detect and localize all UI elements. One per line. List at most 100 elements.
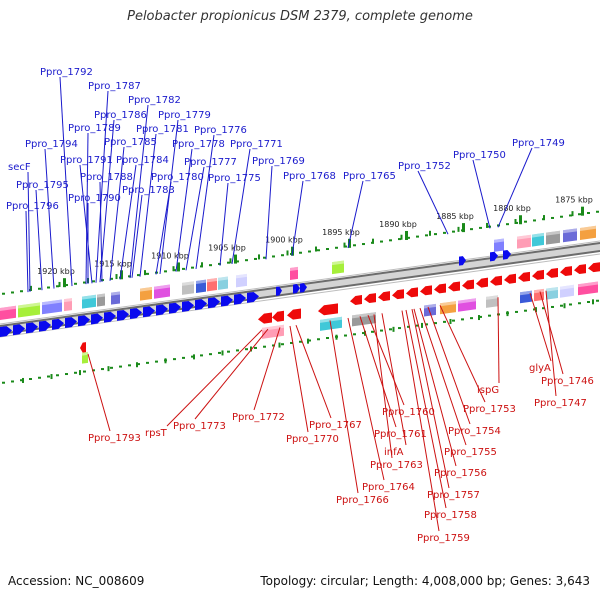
gene-color-block-reverse [458, 298, 476, 312]
gene-label-forward[interactable]: Ppro_1765 [343, 171, 396, 182]
scale-tick-label: 1915 kbp [94, 259, 132, 268]
gene-label-forward[interactable]: Ppro_1768 [283, 171, 336, 182]
gene-label-forward[interactable]: secF [8, 162, 31, 173]
gene-arrow-reverse [518, 271, 530, 282]
gene-color-block-forward [111, 291, 120, 305]
gene-label-reverse[interactable]: Ppro_1753 [463, 404, 516, 415]
scale-tick-label: 1880 kbp [493, 204, 531, 213]
gene-label-forward[interactable]: Ppro_1796 [6, 201, 59, 212]
gene-label-reverse[interactable]: Ppro_1755 [444, 447, 497, 458]
gene-label-reverse[interactable]: infA [384, 447, 404, 458]
gene-arrow-reverse [532, 269, 544, 280]
leader-line-reverse [359, 316, 397, 428]
gene-arrow-forward [459, 256, 466, 266]
leader-line-reverse [539, 291, 564, 375]
gene-label-forward[interactable]: Ppro_1775 [208, 173, 261, 184]
leader-line-reverse [401, 310, 440, 532]
gene-label-reverse[interactable]: Ppro_1763 [370, 460, 423, 471]
gene-label-reverse[interactable]: Ppro_1760 [382, 407, 435, 418]
scale-minor-tick [50, 374, 53, 380]
gene-label-forward[interactable]: Ppro_1778 [172, 139, 225, 150]
gene-label-forward[interactable]: Ppro_1779 [158, 110, 211, 121]
gene-label-forward[interactable]: Ppro_1787 [88, 81, 141, 92]
gene-label-forward[interactable]: Ppro_1789 [68, 123, 121, 134]
scale-minor-tick [421, 322, 423, 328]
gene-arrow-reverse [504, 273, 516, 284]
gene-label-forward[interactable]: Ppro_1790 [68, 193, 121, 204]
scale-minor-tick [278, 342, 281, 348]
gene-label-forward[interactable]: Ppro_1781 [136, 124, 189, 135]
gene-label-reverse[interactable]: Ppro_1773 [173, 421, 226, 432]
gene-label-forward[interactable]: Ppro_1769 [252, 156, 305, 167]
gene-arrow-reverse [80, 342, 86, 353]
gene-arrow-reverse [476, 277, 488, 288]
gene-label-forward[interactable]: Ppro_1749 [512, 138, 565, 149]
gene-label-forward[interactable]: Ppro_1794 [25, 139, 78, 150]
gene-color-block-reverse [486, 295, 498, 308]
gene-label-reverse[interactable]: Ppro_1759 [417, 533, 470, 544]
gene-arrow-forward [156, 304, 168, 316]
leader-line-forward [59, 76, 73, 287]
gene-label-reverse[interactable]: rpsT [145, 428, 168, 439]
scale-tick-label: 1890 kbp [379, 220, 417, 229]
leader-line-forward [27, 171, 31, 292]
scale-tick-label: 1920 kbp [37, 267, 75, 276]
gene-label-reverse[interactable]: Ppro_1747 [534, 398, 587, 409]
gene-label-forward[interactable]: Ppro_1791 [60, 155, 113, 166]
gene-label-reverse[interactable]: Ppro_1761 [374, 429, 427, 440]
gene-arrow-forward [234, 293, 246, 305]
gene-color-block-reverse [82, 351, 88, 364]
gene-label-forward[interactable]: Ppro_1785 [104, 137, 157, 148]
gene-label-forward[interactable]: Ppro_1752 [398, 161, 451, 172]
gene-label-forward[interactable]: Ppro_1795 [16, 180, 69, 191]
gene-arrow-reverse [420, 285, 432, 296]
gene-color-block-forward [218, 276, 228, 290]
scale-minor-tick [115, 274, 118, 280]
gene-label-reverse[interactable]: Ppro_1767 [309, 420, 362, 431]
gene-label-reverse[interactable]: glyA [529, 363, 551, 374]
leader-line-forward [129, 104, 149, 279]
gene-label-forward[interactable]: Ppro_1783 [122, 185, 175, 196]
gene-arrow-reverse [364, 293, 376, 304]
gene-label-forward[interactable]: Ppro_1776 [194, 125, 247, 136]
gene-arrow-forward [208, 297, 220, 309]
gene-color-block-forward [332, 260, 344, 275]
scale-minor-tick [144, 270, 146, 276]
scale-minor-tick [164, 358, 167, 364]
gene-arrow-forward [293, 284, 300, 294]
gene-arrow-reverse [378, 291, 390, 302]
gene-label-reverse[interactable]: Ppro_1772 [232, 412, 285, 423]
gene-arrow-forward [247, 292, 259, 303]
scale-minor-tick [22, 377, 24, 383]
gene-label-reverse[interactable]: Ppro_1757 [427, 490, 480, 501]
scale-minor-tick [286, 250, 289, 256]
gene-arrow-forward [39, 320, 51, 332]
scale-minor-tick [201, 262, 203, 268]
gene-color-block-reverse [440, 301, 456, 315]
gene-label-reverse[interactable]: Ppro_1770 [286, 434, 339, 445]
gene-label-forward[interactable]: Ppro_1792 [40, 67, 93, 78]
gene-label-reverse[interactable]: Ppro_1764 [362, 482, 415, 493]
gene-label-forward[interactable]: Ppro_1788 [80, 172, 133, 183]
gene-label-forward[interactable]: Ppro_1782 [128, 95, 181, 106]
gene-label-forward[interactable]: Ppro_1750 [453, 150, 506, 161]
gene-label-reverse[interactable]: Ppro_1746 [541, 376, 594, 387]
gene-label-reverse[interactable]: Ppro_1754 [448, 426, 501, 437]
scale-minor-tick [307, 338, 309, 344]
gene-label-reverse[interactable]: Ppro_1793 [88, 433, 141, 444]
gene-label-forward[interactable]: Ppro_1786 [94, 110, 147, 121]
gene-label-forward[interactable]: Ppro_1780 [151, 172, 204, 183]
gene-label-reverse[interactable]: ispG [477, 385, 499, 396]
gene-label-reverse[interactable]: Ppro_1766 [336, 495, 389, 506]
leader-line-forward [95, 90, 109, 283]
gene-label-forward[interactable]: Ppro_1784 [116, 155, 169, 166]
leader-line-forward [231, 148, 251, 265]
leader-line-forward [497, 147, 533, 228]
gene-label-reverse[interactable]: Ppro_1756 [434, 468, 487, 479]
leader-line-forward [131, 194, 143, 278]
gene-label-reverse[interactable]: Ppro_1758 [424, 510, 477, 521]
gene-label-forward[interactable]: Ppro_1771 [230, 139, 283, 150]
gene-label-forward[interactable]: Ppro_1777 [184, 157, 237, 168]
scale-major-tick [405, 230, 408, 240]
gene-color-block-forward [18, 302, 40, 318]
